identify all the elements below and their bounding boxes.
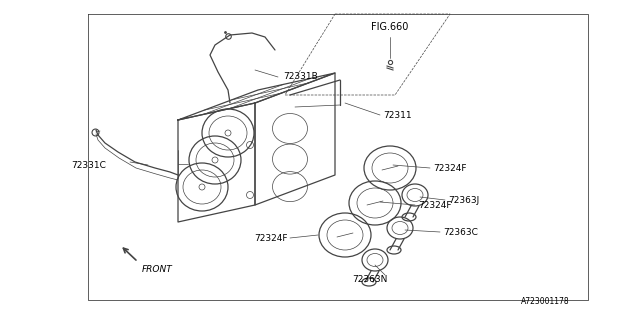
Text: A723001178: A723001178 — [522, 297, 570, 306]
Text: 72363C: 72363C — [443, 228, 478, 236]
Text: 72324F: 72324F — [418, 201, 451, 210]
Text: 72331C: 72331C — [71, 161, 106, 170]
Text: 72363N: 72363N — [352, 276, 388, 284]
Text: 72324F: 72324F — [433, 164, 467, 172]
Text: 72331B: 72331B — [283, 71, 317, 81]
Text: 72324F: 72324F — [255, 234, 288, 243]
Text: 72311: 72311 — [383, 110, 412, 119]
Text: FIG.660: FIG.660 — [371, 22, 409, 32]
Text: FRONT: FRONT — [142, 265, 173, 274]
Text: 72363J: 72363J — [448, 196, 479, 204]
